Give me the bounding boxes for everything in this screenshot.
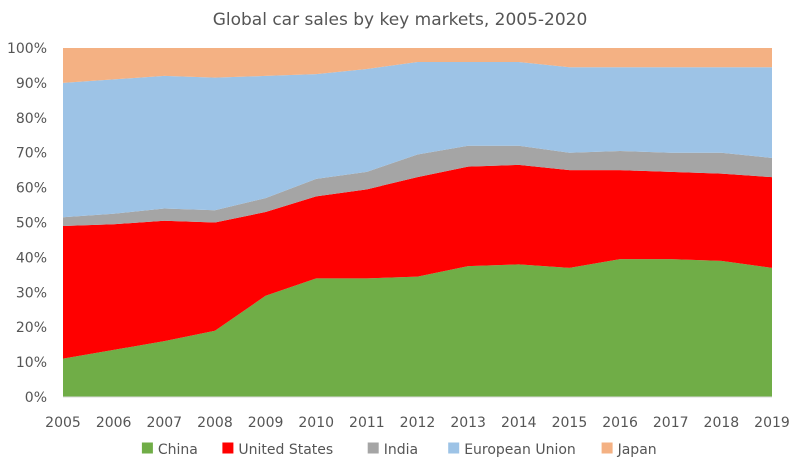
y-tick-label: 30% xyxy=(16,285,47,301)
x-tick-label: 2018 xyxy=(704,415,740,431)
y-tick-label: 70% xyxy=(16,146,47,162)
y-axis: 0% 10% 20% 30% 40% 50% 60% 70% 80% 90% 100% xyxy=(7,41,47,406)
x-tick-label: 2007 xyxy=(146,415,182,431)
x-tick-label: 2010 xyxy=(298,415,334,431)
y-tick-label: 60% xyxy=(16,181,47,197)
legend-label: United States xyxy=(238,442,333,458)
y-tick-label: 40% xyxy=(16,250,47,266)
x-tick-label: 2019 xyxy=(754,415,790,431)
legend-label: China xyxy=(158,442,198,458)
x-tick-label: 2008 xyxy=(197,415,233,431)
area-european-union xyxy=(63,61,772,218)
x-tick-label: 2012 xyxy=(400,415,436,431)
legend-swatch xyxy=(448,442,460,454)
y-tick-label: 50% xyxy=(16,216,47,232)
x-tick-label: 2005 xyxy=(45,415,81,431)
legend: China United States India European Union Jap… xyxy=(141,442,657,458)
x-tick-label: 2017 xyxy=(653,415,689,431)
legend-item: India xyxy=(367,442,418,458)
legend-item: China xyxy=(141,442,198,458)
legend-swatch xyxy=(141,442,153,454)
x-tick-label: 2015 xyxy=(552,415,588,431)
area-united-states xyxy=(63,164,772,359)
x-tick-label: 2014 xyxy=(501,415,537,431)
legend-label: Japan xyxy=(617,442,657,458)
x-tick-label: 2013 xyxy=(450,415,486,431)
x-tick-label: 2016 xyxy=(602,415,638,431)
legend-swatch xyxy=(367,442,379,454)
legend-item: United States xyxy=(222,442,333,458)
area-india xyxy=(63,145,772,226)
legend-swatch xyxy=(601,442,613,454)
legend-item: Japan xyxy=(601,442,657,458)
legend-swatch xyxy=(222,442,234,454)
legend-label: India xyxy=(384,442,418,458)
y-tick-label: 100% xyxy=(7,41,47,57)
y-tick-label: 90% xyxy=(16,76,47,92)
y-tick-label: 0% xyxy=(25,390,47,406)
chart-title: Global car sales by key markets, 2005-20… xyxy=(213,10,588,30)
y-tick-label: 10% xyxy=(16,355,47,371)
y-tick-label: 20% xyxy=(16,320,47,336)
area-china xyxy=(63,259,772,397)
y-tick-label: 80% xyxy=(16,111,47,127)
x-axis: 2005 2006 2007 2008 2009 2010 2011 2012 2013 2014… xyxy=(45,415,790,431)
x-tick-label: 2009 xyxy=(248,415,284,431)
x-tick-label: 2006 xyxy=(96,415,132,431)
area-layer xyxy=(63,48,772,397)
legend-item: European Union xyxy=(448,442,576,458)
x-tick-label: 2011 xyxy=(349,415,385,431)
legend-label: European Union xyxy=(464,442,576,458)
area-japan xyxy=(63,48,772,83)
